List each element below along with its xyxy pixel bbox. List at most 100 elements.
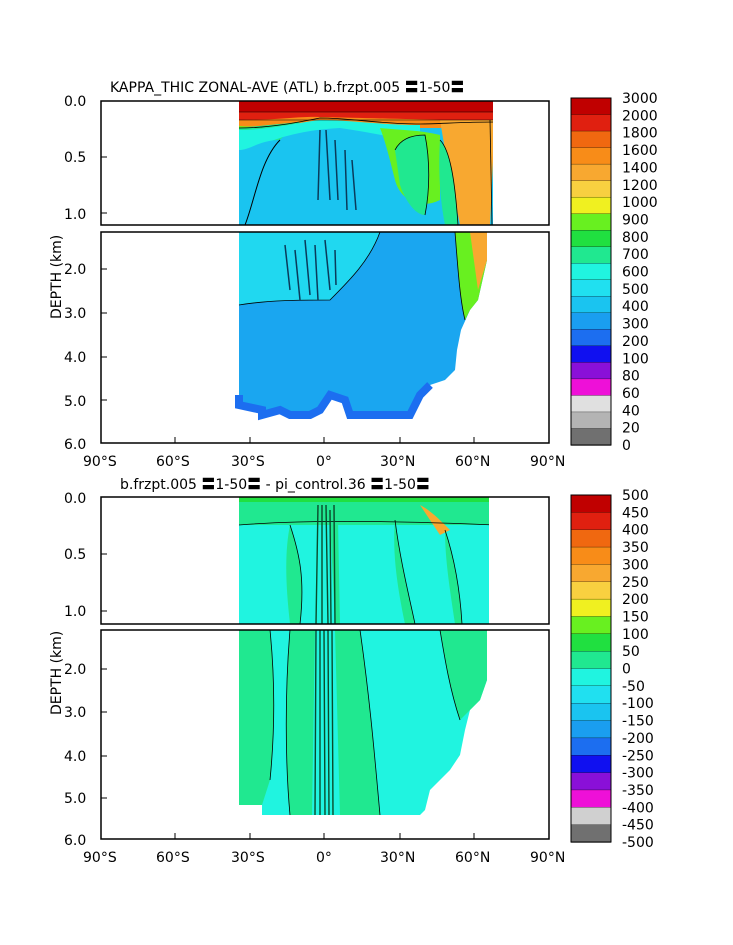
- panel-1-xtick-30N: 30°N: [380, 454, 415, 470]
- colorbar-label: -500: [622, 835, 654, 851]
- colorbar-swatch: [570, 807, 612, 826]
- colorbar-swatch: [570, 163, 612, 182]
- colorbar-label: 100: [622, 627, 649, 643]
- colorbar-swatch: [570, 378, 612, 397]
- colorbar-swatch: [570, 130, 612, 149]
- colorbar-label: 300: [622, 557, 649, 573]
- colorbar-swatch: [570, 312, 612, 330]
- colorbar-label: -400: [622, 800, 654, 816]
- colorbar-swatch: [570, 581, 612, 600]
- panel-1-ytick-4.0: 4.0: [64, 350, 86, 366]
- colorbar-swatch: [570, 616, 612, 635]
- colorbar-label: 200: [622, 592, 649, 608]
- colorbar-swatch: [570, 737, 612, 756]
- colorbar-swatch: [570, 720, 612, 739]
- colorbar-label: 600: [622, 265, 649, 281]
- panel-1-xtick-60S: 60°S: [156, 454, 190, 470]
- panel-2-ytick-3.0: 3.0: [64, 705, 86, 721]
- colorbar-swatch: [570, 329, 612, 347]
- colorbar-label: 80: [622, 369, 640, 385]
- colorbar-swatch: [570, 147, 612, 165]
- panel-2-xtick-90N: 90°N: [530, 850, 565, 866]
- colorbar-swatch: [570, 772, 612, 791]
- colorbar-label: -350: [622, 783, 654, 799]
- colorbar-swatch: [570, 564, 612, 583]
- panel-1-upper-frame: [100, 100, 550, 226]
- panel-2-upper-frame: [100, 496, 550, 625]
- colorbar-label: 200: [622, 334, 649, 350]
- colorbar-swatch: [570, 546, 612, 566]
- panel-2-xtick-0: 0°: [316, 850, 332, 866]
- colorbar-label: 1200: [622, 178, 658, 194]
- panel-1-ytick-6.0: 6.0: [64, 437, 86, 453]
- panel-2-xtick-60N: 60°N: [455, 850, 490, 866]
- panel-1-ytick-0.5: 0.5: [64, 150, 86, 166]
- panel-1-ylabel: DEPTH (km): [49, 235, 65, 319]
- panel-1-x-axis: 90°S 60°S 30°S 0° 30°N 60°N 90°N: [83, 437, 565, 470]
- panel-2-ytick-0.5: 0.5: [64, 547, 86, 563]
- panel-2-ytick-0.0: 0.0: [64, 491, 86, 507]
- colorbar-label: 900: [622, 212, 649, 228]
- colorbar-swatch: [570, 279, 612, 297]
- panel-1-colorbar-labels: 3000200018001600140012001000900800700600…: [622, 91, 658, 454]
- colorbar-swatch: [570, 755, 612, 774]
- panel-2-ytick-6.0: 6.0: [64, 833, 86, 849]
- colorbar-swatch: [570, 345, 612, 364]
- colorbar-swatch: [570, 411, 612, 430]
- colorbar-label: -200: [622, 731, 654, 747]
- colorbar-label: 400: [622, 523, 649, 539]
- colorbar-swatch: [570, 824, 612, 843]
- colorbar-label: -50: [622, 679, 645, 695]
- colorbar-swatch: [570, 213, 612, 231]
- panel-1-xtick-0: 0°: [316, 454, 332, 470]
- colorbar-swatch: [570, 395, 612, 413]
- panel-2-xtick-60S: 60°S: [156, 850, 190, 866]
- panel-1-ytick-3.0: 3.0: [64, 306, 86, 322]
- colorbar-swatch: [570, 512, 612, 531]
- colorbar-label: 400: [622, 299, 649, 315]
- colorbar-label: 0: [622, 438, 631, 454]
- colorbar-swatch: [570, 651, 612, 670]
- colorbar-label: 60: [622, 386, 640, 402]
- panel-1-ytick-2.0: 2.0: [64, 262, 86, 278]
- colorbar-label: -450: [622, 818, 654, 834]
- colorbar-label: 150: [622, 609, 649, 625]
- panel-1-xtick-30S: 30°S: [231, 454, 265, 470]
- colorbar-label: 1800: [622, 126, 658, 142]
- colorbar-label: 1400: [622, 160, 658, 176]
- panel-2-colorbar-swatches: [570, 494, 612, 843]
- colorbar-swatch: [570, 230, 612, 248]
- colorbar-label: 700: [622, 247, 649, 263]
- panel-1-ytick-5.0: 5.0: [64, 394, 86, 410]
- colorbar-label: 100: [622, 351, 649, 367]
- panel-1-colorbar: 3000200018001600140012001000900800700600…: [570, 91, 658, 454]
- panel-1-colorbar-frame: [570, 97, 612, 446]
- colorbar-label: 300: [622, 317, 649, 333]
- panel-2-ytick-2.0: 2.0: [64, 662, 86, 678]
- colorbar-swatch: [570, 246, 612, 264]
- panel-2-lower-frame: [100, 629, 550, 840]
- panel-1: KAPPA_THIC ZONAL-AVE (ATL) b.frzpt.005 〓…: [49, 80, 658, 470]
- colorbar-label: 40: [622, 403, 640, 419]
- panel-2-colorbar-frame: [570, 494, 612, 843]
- colorbar-label: 450: [622, 505, 649, 521]
- colorbar-swatch: [570, 494, 612, 514]
- colorbar-label: 3000: [622, 91, 658, 107]
- colorbar-swatch: [570, 114, 612, 132]
- colorbar-swatch: [570, 428, 612, 446]
- colorbar-label: 800: [622, 230, 649, 246]
- panel-2-ytick-4.0: 4.0: [64, 749, 86, 765]
- colorbar-swatch: [570, 362, 612, 380]
- panel-1-lower-frame: [100, 231, 550, 444]
- panel-1-colorbar-swatches: [570, 97, 612, 446]
- colorbar-label: 350: [622, 540, 649, 556]
- colorbar-swatch: [570, 529, 612, 548]
- colorbar-swatch: [570, 263, 612, 281]
- colorbar-swatch: [570, 196, 612, 215]
- panel-1-xtick-90S: 90°S: [83, 454, 117, 470]
- panel-2-title: b.frzpt.005 〓1-50〓 - pi_control.36 〓1-50…: [120, 477, 430, 493]
- panel-2-xtick-90S: 90°S: [83, 850, 117, 866]
- colorbar-label: 0: [622, 662, 631, 678]
- colorbar-label: -250: [622, 748, 654, 764]
- colorbar-swatch: [570, 598, 612, 618]
